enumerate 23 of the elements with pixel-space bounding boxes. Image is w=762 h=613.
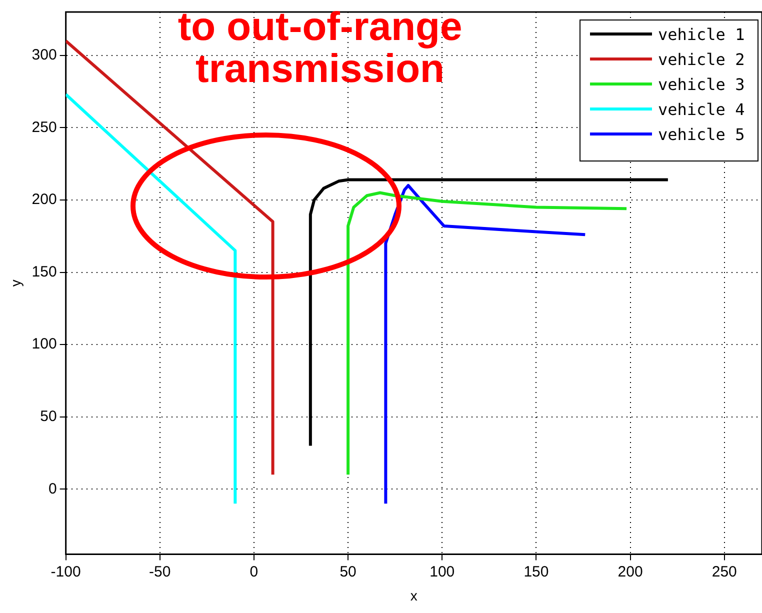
y-tick-label: 200: [32, 191, 57, 208]
y-tick-label: 100: [32, 336, 57, 353]
x-tick-label: 0: [250, 563, 258, 580]
annotation: to out-of-range transmission: [176, 5, 464, 91]
y-axis-title: y: [7, 280, 24, 287]
legend-label: vehicle 4: [658, 100, 745, 120]
legend-label: vehicle 1: [658, 25, 745, 44]
y-tick-label: 50: [40, 408, 57, 425]
x-tick-label: 250: [712, 563, 737, 580]
legend-label: vehicle 3: [658, 75, 745, 94]
x-tick-label: -100: [50, 563, 81, 580]
x-axis-title: x: [410, 587, 418, 604]
x-tick-label: 150: [524, 563, 549, 580]
y-tick-label: 150: [32, 263, 57, 280]
legend-label: vehicle 2: [658, 50, 745, 70]
x-tick-label: 50: [340, 563, 356, 580]
y-tick-label: 300: [32, 46, 57, 64]
y-tick-label: 0: [48, 480, 57, 498]
x-tick-label: 200: [618, 563, 643, 580]
y-tick-label: 250: [32, 118, 57, 136]
x-tick-label: -50: [149, 563, 171, 580]
x-tick-label: 100: [430, 563, 455, 580]
legend-label: vehicle 5: [658, 125, 745, 144]
